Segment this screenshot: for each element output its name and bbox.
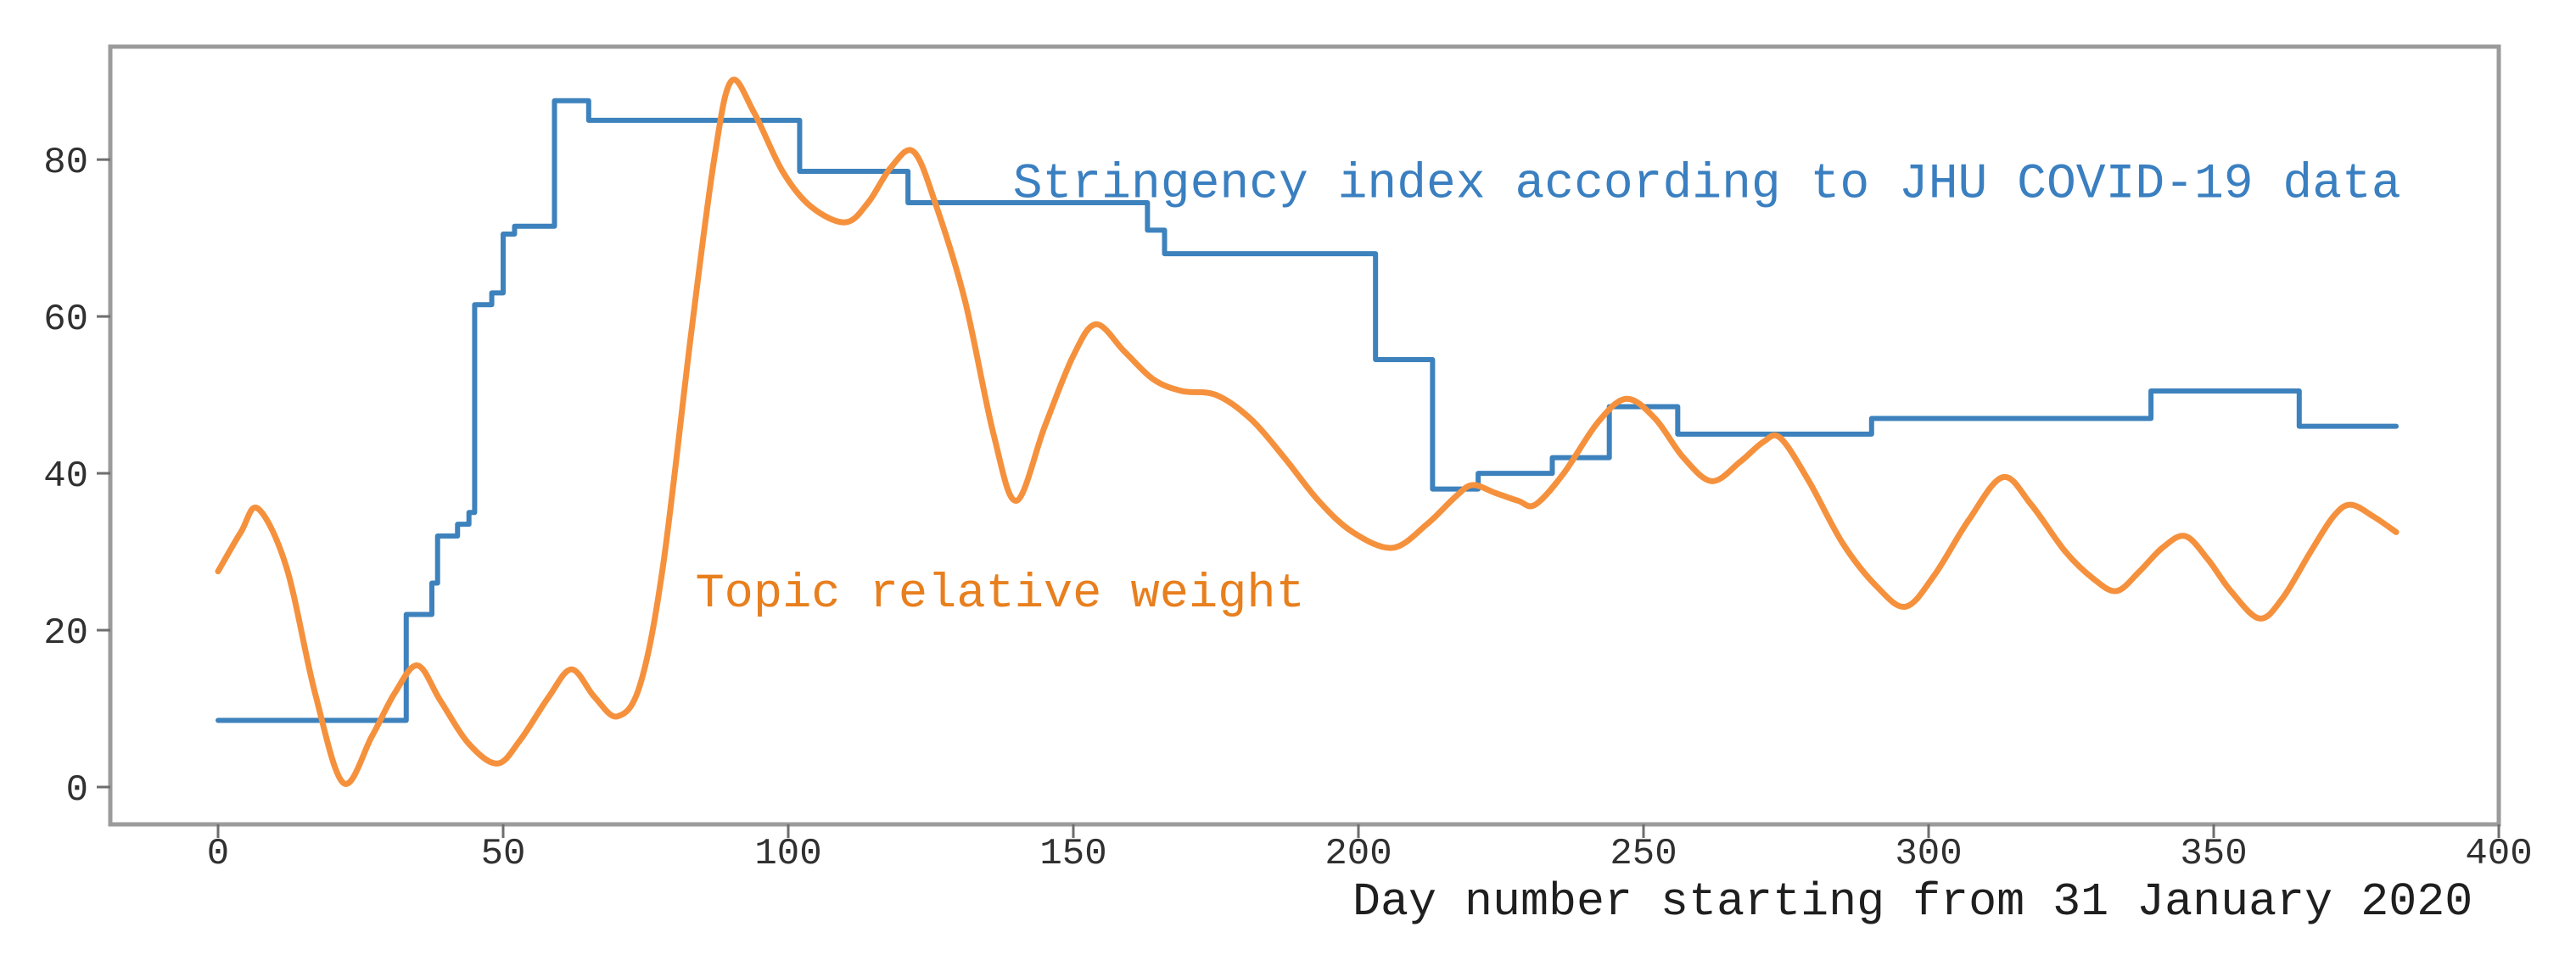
series-annotations: Stringency index according to JHU COVID-… (695, 158, 2400, 622)
x-tick-label: 0 (207, 833, 229, 875)
x-tick-label: 100 (754, 833, 821, 875)
x-tick-label: 400 (2465, 833, 2532, 875)
series-lines (215, 76, 2400, 787)
x-tick-label: 350 (2180, 833, 2247, 875)
y-tick-label: 40 (43, 455, 88, 498)
stringency-series-label: Stringency index according to JHU COVID-… (1013, 158, 2401, 213)
x-tick-label: 300 (1895, 833, 1962, 875)
x-tick-label: 250 (1610, 833, 1677, 875)
x-axis-label: Day number starting from 31 January 2020 (1352, 875, 2472, 929)
y-axis-ticks: 0 20 40 60 80 (43, 142, 110, 812)
y-tick-label: 80 (43, 142, 88, 184)
y-tick-label: 0 (66, 769, 88, 812)
topic-weight-line (215, 76, 2400, 787)
plot-area (110, 47, 2499, 824)
x-axis-ticks: 0 50 100 150 200 250 300 350 400 (207, 824, 2533, 875)
topic-weight-series-label: Topic relative weight (695, 567, 1304, 622)
stringency-step-line (216, 98, 2400, 723)
y-tick-label: 20 (43, 612, 88, 655)
axes-spines (108, 44, 2501, 827)
y-tick-label: 60 (43, 299, 88, 341)
x-tick-label: 150 (1039, 833, 1106, 875)
x-tick-label: 200 (1324, 833, 1392, 875)
x-tick-label: 50 (481, 833, 526, 875)
